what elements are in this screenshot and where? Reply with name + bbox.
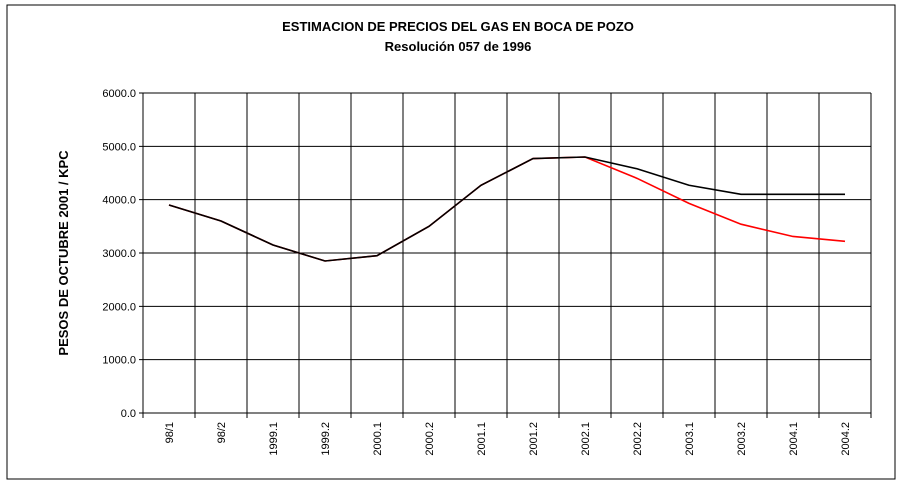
x-tick-label: 1999.2 [320,422,332,456]
y-tick-label: 1000.0 [102,355,136,367]
x-tick-label: 2001.2 [528,422,540,456]
y-tick-label: 3000.0 [102,248,136,260]
x-tick-label: 1999.1 [268,422,280,456]
series-line [168,156,845,262]
x-tick-label: 2001.1 [476,422,488,456]
y-axis-label: PESOS DE OCTUBRE 2001 / KPC [56,150,71,356]
y-tick-label: 4000.0 [102,195,136,207]
y-tick-label: 6000.0 [102,88,136,100]
x-tick-label: 2004.2 [840,422,852,456]
x-tick-label: 2002.1 [580,422,592,456]
x-tick-label: 2000.1 [372,422,384,456]
x-tick-label: 98/1 [164,422,176,443]
y-tick-label: 5000.0 [102,141,136,153]
x-tick-label: 2003.1 [684,422,696,456]
chart-title: ESTIMACION DE PRECIOS DEL GAS EN BOCA DE… [282,19,634,34]
x-tick-label: 2002.2 [632,422,644,456]
x-tick-label: 2000.2 [424,422,436,456]
y-tick-label: 2000.0 [102,301,136,313]
frame [6,4,896,480]
x-tick-label: 2004.1 [788,422,800,456]
chart-subtitle: Resolución 057 de 1996 [385,39,532,54]
y-tick-label: 0.0 [121,408,136,420]
x-tick-label: 98/2 [216,422,228,443]
x-tick-label: 2003.2 [736,422,748,456]
